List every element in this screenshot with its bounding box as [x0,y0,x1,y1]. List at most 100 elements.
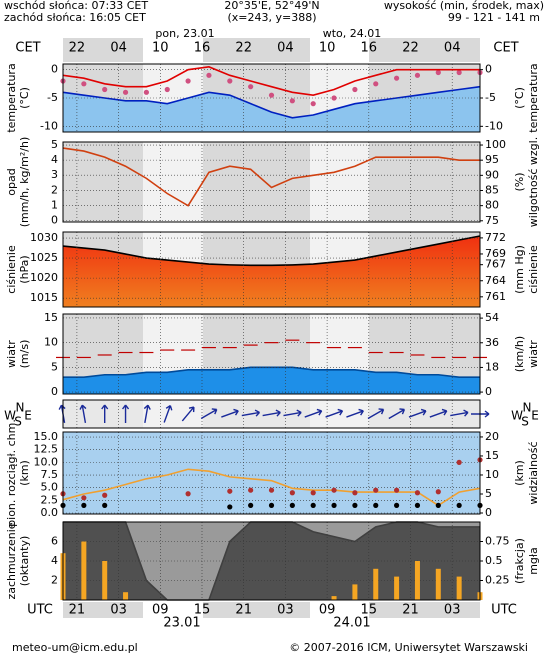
y-axis-label: (hPa) [18,255,31,283]
wind-arrow [221,408,239,418]
y-axis-label: zachmurzenie [5,522,18,599]
panel-frame [62,431,481,515]
wind-arrow [325,408,344,418]
y2-tick-label: 761 [485,290,506,303]
day-label: pon, 23.01 [155,27,214,40]
elevation: 99 - 121 - 141 m [448,11,540,24]
y-axis-label: opad [5,168,18,195]
dot [164,86,170,93]
dot [248,502,254,508]
dot [373,502,379,508]
dot [352,86,358,93]
y-tick-label: 1 [51,198,58,211]
line [63,366,480,379]
utc-label: UTC [27,603,53,618]
utc-tick-label: 21 [235,603,252,618]
dot [143,89,149,95]
compass-letter: W [4,409,16,423]
dot [414,72,421,78]
y2-axis-label: (%) [513,172,526,191]
y-tick-label: -10 [40,119,58,132]
wind-arrow [346,408,364,418]
utc-tick-label: 09 [319,603,336,618]
cet-tick-label: 04 [277,41,294,56]
bar [394,576,400,600]
dot [206,72,212,78]
y-axis-label: ciśnienie [5,245,18,294]
dot [289,502,295,508]
panel-frame [62,231,481,308]
y-tick-label: 10 [44,336,58,349]
y2-axis-label: widzialność [527,441,540,504]
dot [268,502,275,508]
line [62,468,481,507]
y2-axis-label: (°C) [513,87,526,109]
bar [414,561,420,600]
y2-tick-label: 0.25 [485,574,510,587]
utc-tick-label: 03 [277,603,294,618]
y2-axis-label: (mm Hg) [513,245,526,294]
bar [352,584,358,600]
utc-tick-label: 09 [152,603,169,618]
y2-tick-label: 0 [485,506,492,519]
y-tick-label: 5 [51,360,58,373]
y-axis-label: (mm/h, kg/m²/h) [18,137,31,228]
y2-tick-label: 54 [485,311,499,324]
y-axis-label: temperatura [5,63,18,132]
wind-arrow [450,409,469,417]
wind-arrow [200,408,218,420]
y-tick-label: 3 [51,168,58,181]
wind-arrow [408,408,427,418]
line [62,85,481,119]
cet-tick-label: 10 [319,41,336,56]
utc-tick-label: 15 [194,603,211,618]
y2-tick-label: 36 [485,336,499,349]
panel-frame [62,313,481,395]
day-label: 23.01 [163,616,200,631]
cet-label: CET [493,41,518,56]
dot [268,92,275,98]
wind-arrow [101,404,109,423]
y2-tick-label: 0.75 [485,535,510,548]
wind-arrow [143,404,151,423]
dot [331,95,337,101]
compass-letter: S [14,415,22,429]
wind-arrow [388,408,406,420]
y-tick-label: 2.5 [41,493,59,506]
email: meteo-um@icm.edu.pl [12,641,138,654]
wind-arrow [163,404,173,423]
y-tick-label: 2 [51,574,58,587]
y2-tick-label: -10 [485,119,503,132]
day-band [143,602,203,618]
y2-tick-label: 85 [485,183,499,196]
line [62,66,480,96]
wind-arrow [283,409,302,417]
day-band [310,142,369,222]
dot [352,490,358,496]
y-axis-label: (oktanty) [18,536,31,587]
y2-tick-label: 95 [485,153,499,166]
cet-tick-label: 10 [152,41,169,56]
y-tick-label: 1030 [30,231,58,244]
y-tick-label: 4 [51,153,58,166]
dot [227,504,233,510]
cet-tick-label: 04 [110,41,127,56]
dot [310,502,316,508]
bar [331,596,337,600]
day-band [310,602,369,618]
compass-letter: N [523,401,532,415]
panel-frame [62,141,481,223]
day-band [143,38,203,62]
y-tick-label: -5 [47,91,58,104]
compass-letter: E [24,409,32,423]
utc-tick-label: 15 [361,603,378,618]
dot [373,81,379,87]
compass-letter: N [16,401,25,415]
dot [289,98,295,104]
y-tick-label: 5.0 [41,481,59,494]
wind-arrow [367,408,385,420]
dot [456,502,462,508]
cet-tick-label: 16 [194,41,211,56]
dot [352,502,358,508]
y2-axis-label: (frakcja) [513,538,526,584]
